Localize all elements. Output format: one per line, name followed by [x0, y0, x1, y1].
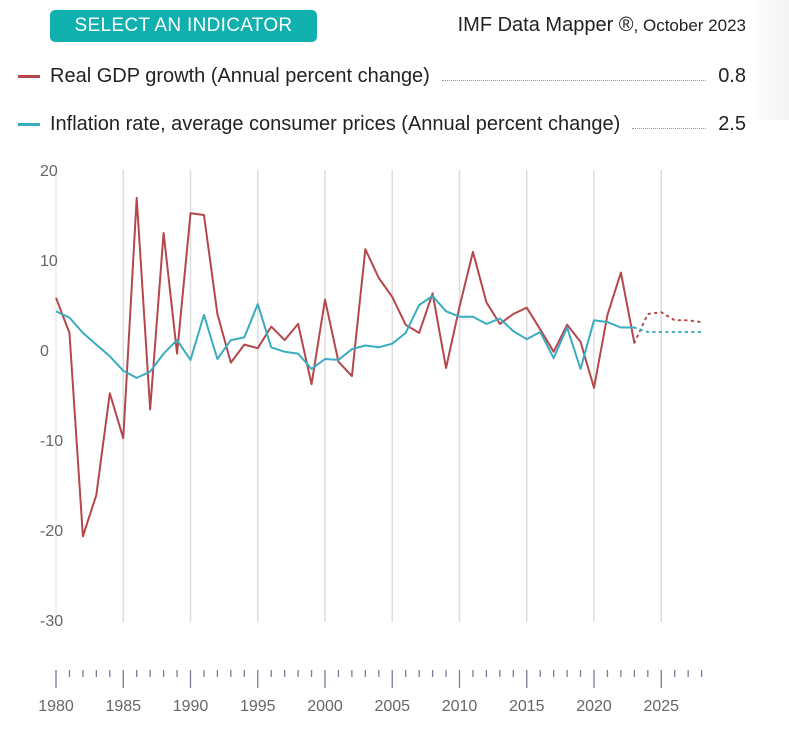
x-tick-label: 1990	[173, 698, 209, 715]
y-tick-label: 20	[40, 163, 58, 180]
legend-label: Real GDP growth (Annual percent change)	[50, 64, 430, 87]
gdp-growth-line	[55, 196, 636, 538]
legend-item-gdp[interactable]: Real GDP growth (Annual percent change) …	[18, 64, 746, 88]
panel-shadow	[749, 0, 789, 120]
y-tick-label: -10	[40, 433, 63, 450]
leader-dots	[632, 127, 707, 129]
leader-dots	[441, 79, 707, 81]
source-label: IMF Data Mapper ®, October 2023	[458, 14, 746, 37]
y-tick-label: 0	[40, 343, 49, 360]
inflation-line	[55, 295, 635, 379]
legend-value: 0.8	[718, 64, 746, 87]
y-tick-label: -20	[40, 523, 63, 540]
x-tick-label: 2020	[576, 698, 612, 715]
x-tick-label: 2025	[643, 698, 679, 715]
x-tick-label: 1980	[38, 698, 74, 715]
inflation-projection	[633, 326, 703, 333]
x-tick-label: 1985	[105, 698, 141, 715]
y-tick-label: -30	[40, 613, 63, 630]
select-indicator-button[interactable]: SELECT AN INDICATOR	[50, 10, 317, 42]
x-tick-label: 2010	[442, 698, 478, 715]
source-name: IMF Data Mapper ®	[457, 14, 634, 36]
x-tick-label: 1995	[240, 698, 276, 715]
x-tick-label: 2015	[509, 698, 545, 715]
legend-label: Inflation rate, average consumer prices …	[50, 112, 621, 135]
legend-item-inflation[interactable]: Inflation rate, average consumer prices …	[18, 112, 746, 136]
inflation-swatch-icon	[18, 122, 40, 126]
x-tick-label: 2005	[374, 698, 410, 715]
y-tick-label: 10	[40, 253, 58, 270]
legend-value: 2.5	[718, 112, 746, 135]
source-date: , October 2023	[633, 16, 746, 35]
x-tick-label: 2000	[307, 698, 343, 715]
gdp-swatch-icon	[18, 74, 40, 78]
gdp-growth-projection	[633, 311, 703, 344]
